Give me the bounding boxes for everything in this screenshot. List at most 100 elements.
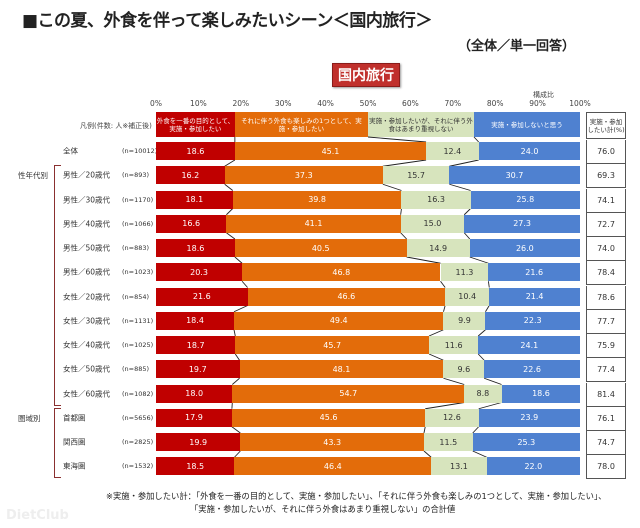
axis-label: 構成比	[533, 91, 554, 99]
bar-segment: 41.1	[226, 214, 401, 233]
bar-segment: 27.3	[464, 214, 580, 233]
watermark: DietClub	[6, 508, 69, 523]
total-wish-value: 74.1	[586, 188, 626, 213]
connector-line	[469, 256, 489, 264]
connector-line	[233, 305, 248, 313]
category-label: 首都圏	[63, 413, 86, 423]
x-tick-label: 60%	[402, 99, 419, 108]
connector-line	[233, 329, 236, 337]
bar-segment: 12.4	[426, 142, 479, 160]
bar-segment: 10.4	[445, 287, 490, 306]
sample-size-label: (n=1023)	[122, 268, 154, 277]
bar-segment: 16.6	[156, 214, 227, 233]
bar-segment: 46.6	[247, 287, 446, 306]
connector-line	[478, 402, 502, 410]
connector-line	[224, 159, 236, 167]
connector-line	[477, 329, 486, 337]
total-wish-value: 75.9	[586, 334, 626, 358]
bar-segment: 18.7	[156, 336, 236, 354]
category-label: 東海圏	[63, 461, 86, 471]
footnote-line-1: ※実施・参加したい計：「外食を一番の目的として、実施・参加したい」、「それに伴う…	[106, 491, 607, 501]
sample-size-label: (n=885)	[122, 365, 150, 374]
bar-segment: 37.3	[224, 166, 383, 185]
category-label: 男性／20歳代	[63, 170, 111, 180]
x-tick-label: 10%	[190, 99, 207, 108]
bar-segment: 40.5	[234, 239, 407, 257]
bar-segment: 24.0	[478, 142, 581, 160]
bar-segment: 18.6	[501, 384, 581, 403]
connector-line	[226, 208, 234, 216]
sample-size-label: (n=893)	[122, 171, 150, 180]
total-wish-value: 69.3	[586, 164, 626, 189]
bar-segment: 19.9	[156, 433, 241, 451]
subtitle: （全体／単一回答）	[458, 39, 576, 54]
connector-line	[423, 426, 426, 434]
connector-line	[226, 232, 236, 240]
bar-segment: 45.6	[231, 408, 426, 427]
connector-line	[400, 232, 407, 240]
bar-segment: 11.5	[423, 433, 473, 451]
bar-segment: 18.6	[156, 239, 235, 257]
bar-segment: 48.1	[239, 360, 444, 379]
group-label: 性年代別	[18, 171, 48, 181]
bar-segment: 8.8	[464, 384, 502, 403]
connector-line	[472, 426, 479, 434]
total-wish-value: 78.0	[586, 455, 626, 480]
bar-segment: 23.9	[478, 408, 580, 427]
bar-segment: 25.3	[472, 433, 580, 451]
bar-segment: 45.1	[234, 142, 427, 160]
sample-size-label: (n=1170)	[122, 195, 154, 204]
connector-line	[224, 183, 234, 191]
connector-line	[234, 353, 240, 361]
footnote-line-2: 「実施・参加したいが、それに伴う外食はあまり重視しない」の合計値	[190, 504, 456, 514]
connector-line	[443, 305, 446, 312]
total-wish-value: 81.4	[586, 382, 626, 407]
category-label: 女性／30歳代	[63, 316, 111, 326]
category-label: 女性／50歳代	[63, 364, 111, 374]
bar-segment: 25.8	[470, 190, 580, 209]
bar-segment: 24.1	[478, 336, 581, 354]
sample-size-label: (n=883)	[122, 244, 150, 252]
bar-segment: 43.3	[240, 433, 424, 451]
connector-line	[484, 377, 502, 385]
sample-size-label: (n=1025)	[122, 341, 154, 349]
total-wish-value: 74.0	[586, 237, 626, 261]
x-tick-label: 30%	[274, 99, 292, 108]
connector-line	[428, 329, 444, 337]
bar-segment: 15.7	[382, 166, 450, 185]
connector-line	[463, 208, 471, 216]
legend-caption: 凡例(件数: 人※補正後)	[80, 122, 152, 130]
total-wish-value: 77.4	[586, 358, 626, 383]
total-wish-value: 72.7	[586, 212, 626, 237]
bar-segment: 21.6	[488, 263, 580, 282]
bar-segment: 18.1	[156, 190, 233, 209]
bar-segment: 39.8	[232, 190, 402, 209]
connector-line	[477, 353, 485, 361]
category-label: 男性／40歳代	[63, 219, 111, 229]
connector-line	[234, 450, 241, 458]
total-column-header: 実施・参加したい計(%)	[586, 112, 626, 139]
group-bracket	[54, 165, 61, 406]
connector-line	[367, 136, 427, 143]
connector-line	[382, 159, 427, 167]
bar-segment: 26.0	[469, 239, 580, 257]
connector-line	[487, 281, 490, 288]
bar-segment: 18.0	[156, 384, 233, 403]
bar-segment: 49.4	[234, 311, 444, 330]
category-label: 男性／30歳代	[63, 195, 111, 204]
connector-line	[400, 208, 402, 215]
group-label: 圏域別	[18, 413, 41, 423]
bar-segment: 16.2	[156, 166, 225, 185]
category-label: 男性／60歳代	[63, 267, 111, 277]
connector-line	[423, 450, 432, 458]
x-tick-label: 90%	[529, 99, 546, 108]
connector-line	[443, 377, 465, 385]
section-badge: 国内旅行	[332, 63, 400, 87]
connector-line	[440, 280, 446, 288]
bar-segment: 16.3	[401, 190, 471, 209]
connector-line	[449, 183, 471, 191]
x-tick-label: 80%	[486, 99, 504, 108]
connector-line	[241, 280, 248, 288]
connector-line	[449, 159, 479, 167]
